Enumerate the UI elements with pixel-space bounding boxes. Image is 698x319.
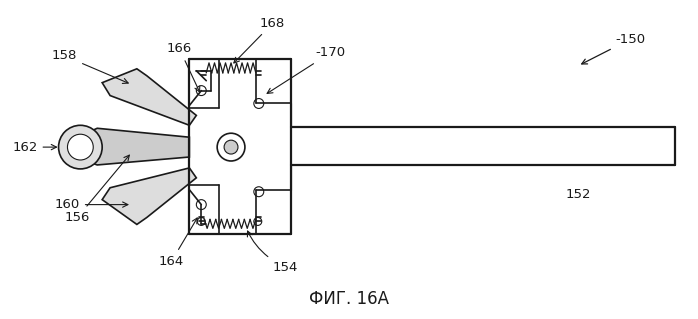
Polygon shape — [102, 168, 196, 225]
Text: 152: 152 — [565, 188, 591, 201]
Polygon shape — [77, 128, 189, 165]
Text: 168: 168 — [234, 17, 285, 63]
Text: 160: 160 — [54, 198, 128, 211]
Circle shape — [196, 85, 206, 96]
Circle shape — [224, 140, 238, 154]
Polygon shape — [102, 69, 196, 125]
Text: ФИГ. 16А: ФИГ. 16А — [309, 290, 389, 308]
Text: 156: 156 — [65, 155, 129, 224]
Circle shape — [196, 200, 206, 210]
Circle shape — [254, 218, 262, 226]
Text: -150: -150 — [581, 33, 646, 64]
Text: -170: -170 — [267, 47, 346, 93]
Text: 158: 158 — [52, 49, 128, 84]
Text: 164: 164 — [159, 218, 198, 268]
Circle shape — [59, 125, 102, 169]
Text: 166: 166 — [167, 42, 200, 92]
Circle shape — [68, 134, 94, 160]
Text: 162: 162 — [12, 141, 57, 154]
Circle shape — [254, 187, 264, 197]
Circle shape — [198, 218, 205, 226]
Circle shape — [254, 99, 264, 108]
Circle shape — [217, 133, 245, 161]
Text: 154: 154 — [247, 231, 298, 274]
